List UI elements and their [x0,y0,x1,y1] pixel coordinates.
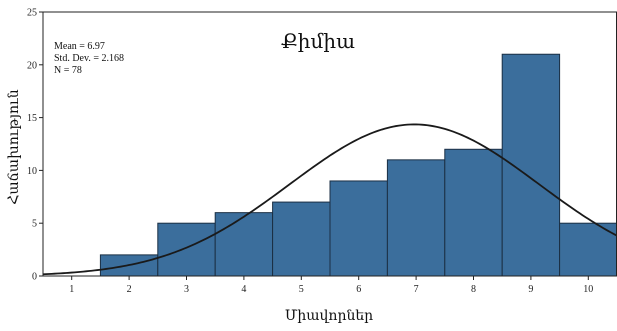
x-tick-label: 9 [528,284,533,295]
x-tick-label: 1 [69,284,74,295]
x-tick-label: 2 [127,284,132,295]
bar-3 [157,222,216,277]
bar-6 [329,180,388,277]
y-tick-label: 10 [27,166,37,177]
y-tick-label: 5 [32,219,37,230]
x-tick-label: 5 [299,284,304,295]
x-tick-label: 4 [241,284,246,295]
stats-n: N = 78 [54,65,82,76]
x-ticks: 1 2 3 4 5 6 7 8 9 10 [69,276,593,295]
chart-title: Քիմիա [281,29,355,53]
y-tick-label: 0 [32,272,37,283]
x-axis-label: Միավորներ [285,308,373,324]
x-tick-label: 6 [356,284,361,295]
bar-4 [214,212,274,277]
bar-10 [559,222,617,277]
bar-8 [444,148,503,277]
x-tick-label: 10 [583,284,593,295]
y-axis-label: Հաճախություն [6,89,22,205]
y-tick-label: 20 [27,60,37,71]
stats-std-dev: Std. Dev. = 2.168 [54,53,124,64]
y-ticks: 0 5 10 15 20 25 [27,8,43,283]
bar-5 [272,201,331,277]
bar-7 [386,159,446,277]
x-tick-label: 8 [471,284,476,295]
y-tick-label: 15 [27,113,37,124]
x-tick-label: 7 [414,284,419,295]
x-tick-label: 3 [184,284,189,295]
y-tick-label: 25 [27,8,37,19]
bars-layer [99,53,617,277]
stats-mean: Mean = 6.97 [54,41,105,52]
normal-curve [42,123,617,276]
bar-9 [501,53,561,277]
